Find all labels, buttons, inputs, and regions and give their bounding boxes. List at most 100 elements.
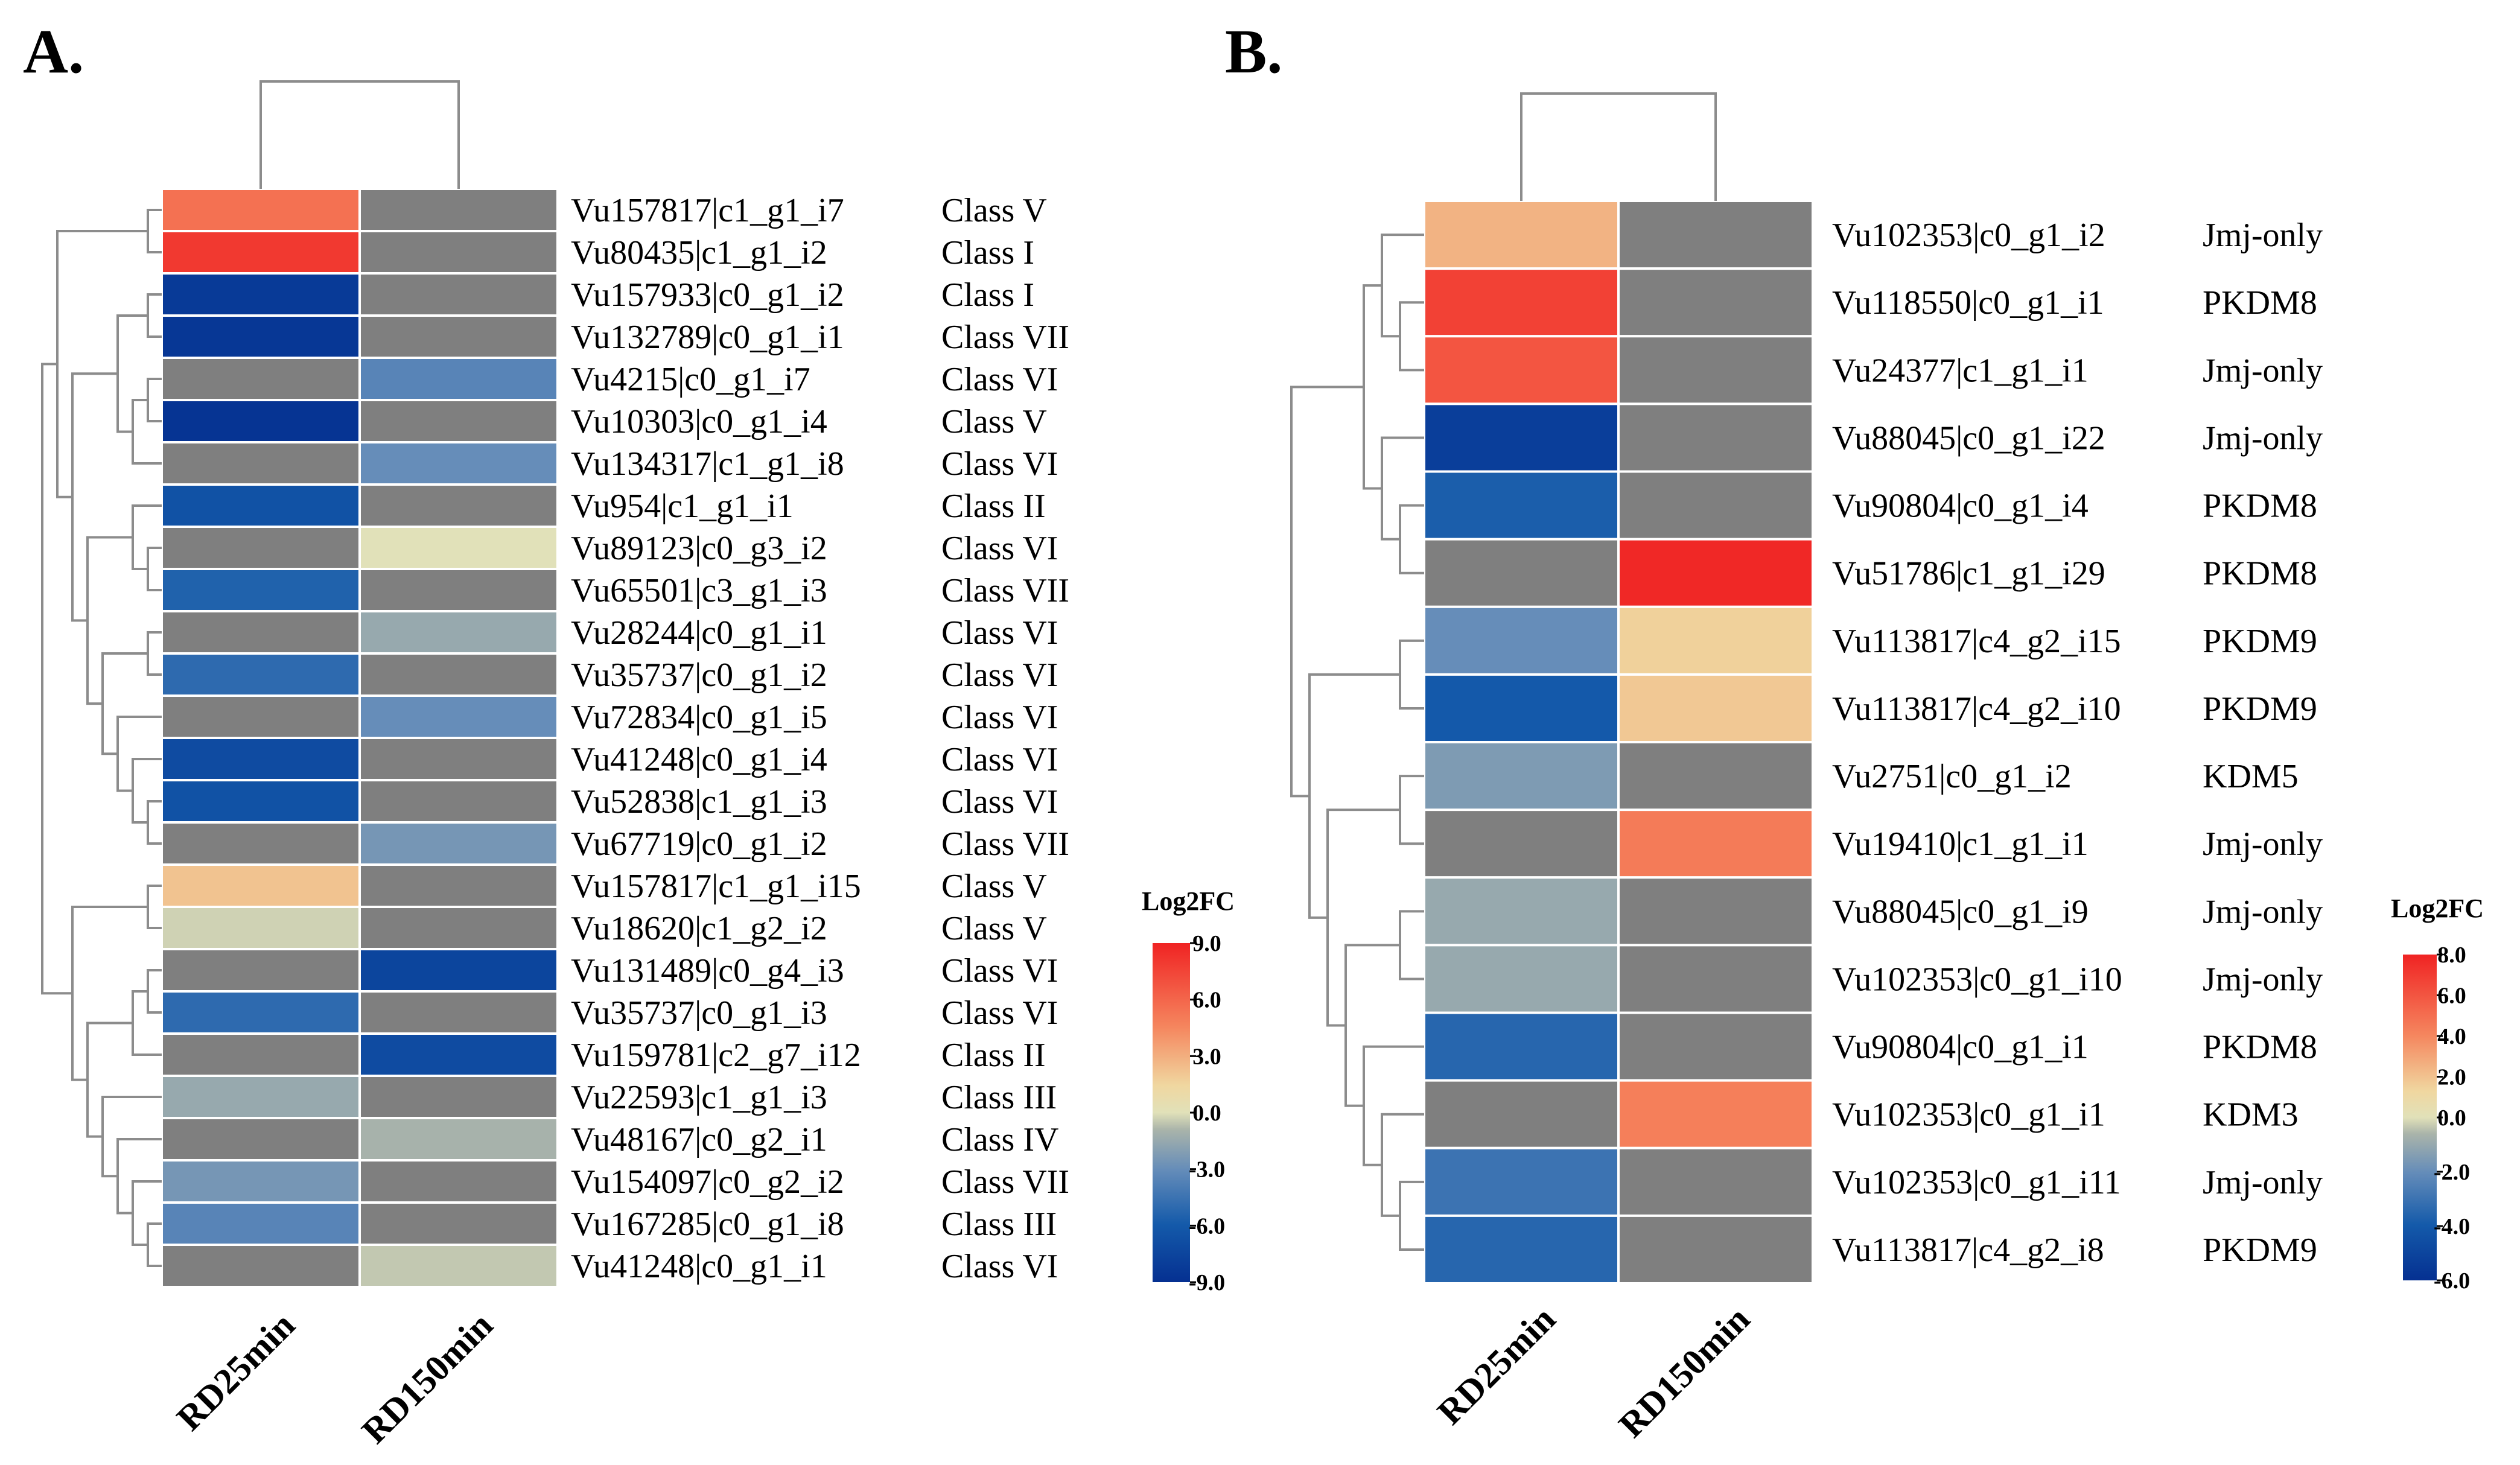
class-label: Jmj-only (2203, 1164, 2323, 1201)
gene-label: Vu167285|c0_g1_i8 (571, 1206, 844, 1243)
heatmap-cell (1617, 1146, 1814, 1217)
heatmap-cell (358, 1201, 559, 1246)
column-dendrogram (259, 80, 460, 189)
heatmap-cell (1617, 200, 1814, 270)
heatmap-cell (161, 188, 361, 232)
heatmap-cell (161, 1244, 361, 1288)
class-label: Class V (941, 192, 1047, 229)
heatmap-cell (358, 1159, 559, 1204)
heatmap-cell (161, 990, 361, 1035)
legend-title: Log2FC (2391, 894, 2484, 923)
gene-label: Vu88045|c0_g1_i22 (1832, 419, 2105, 457)
heatmap-cell (161, 441, 361, 486)
heatmap-cell (161, 483, 361, 528)
gene-label: Vu35737|c0_g1_i2 (571, 656, 827, 694)
legend-tick-b: -2.0 (2434, 1160, 2470, 1185)
gene-label: Vu65501|c3_g1_i3 (571, 572, 827, 609)
heatmap-cell (161, 1201, 361, 1246)
heatmap-cell (1423, 741, 1620, 812)
heatmap-cell (358, 737, 559, 781)
heatmap-cell (161, 399, 361, 443)
class-label: Class II (941, 1037, 1046, 1074)
class-label: Class I (941, 234, 1034, 272)
gene-label: Vu41248|c0_g1_i1 (571, 1248, 827, 1285)
heatmap-cell (358, 1032, 559, 1077)
heatmap-cell (1423, 605, 1620, 676)
heatmap-cell (1423, 809, 1620, 879)
class-label: Class VI (941, 445, 1058, 483)
heatmap-cell (161, 357, 361, 401)
gene-label: Vu113817|c4_g2_i15 (1832, 623, 2121, 660)
gene-label: Vu154097|c0_g2_i2 (571, 1163, 844, 1201)
heatmap-cell (1423, 944, 1620, 1014)
panel-b: B. Vu102353|c0_g1_i2 Jmj-only Vu118550|c0_… (1225, 17, 2484, 1445)
heatmap-cell (161, 1159, 361, 1204)
heatmap-cell (358, 272, 559, 317)
gene-label: Vu51786|c1_g1_i29 (1832, 555, 2105, 593)
heatmap-cell (358, 1117, 559, 1162)
heatmap-cell (161, 694, 361, 739)
class-label: Class VI (941, 1248, 1058, 1285)
panel-a: A. Vu157817|c1_g1_i7 Class V Vu80435|c1_g1… (23, 17, 1235, 1451)
panel-b-label: B. (1225, 17, 1282, 86)
gene-label: Vu22593|c1_g1_i3 (571, 1079, 827, 1116)
column-label-rd150min: RD150min (1611, 1299, 1757, 1445)
class-label: PKDM8 (2203, 488, 2317, 525)
class-label: Class III (941, 1079, 1057, 1116)
gene-label: Vu18620|c1_g2_i2 (571, 910, 827, 947)
heatmap-cell (1617, 402, 1814, 473)
legend-tick-a: -6.0 (1189, 1213, 1225, 1239)
gene-label: Vu72834|c0_g1_i5 (571, 699, 827, 736)
gene-label: Vu118550|c0_g1_i1 (1832, 284, 2104, 322)
heatmap-cell (1617, 470, 1814, 541)
legend-tick-a: 3.0 (1192, 1044, 1221, 1069)
heatmap-cell (1617, 741, 1814, 812)
class-label: Class VII (941, 825, 1069, 863)
gene-label: Vu90804|c0_g1_i1 (1832, 1029, 2089, 1066)
heatmap-cell (1423, 538, 1620, 608)
class-label: Class VI (941, 614, 1058, 652)
heatmap-cell (358, 441, 559, 486)
class-label: Jmj-only (2203, 893, 2323, 930)
class-label: Class VI (941, 952, 1058, 990)
gene-label: Vu10303|c0_g1_i4 (571, 403, 827, 440)
legend-tick-a: -3.0 (1189, 1157, 1225, 1183)
heatmap-cell (161, 906, 361, 950)
class-label: Class V (941, 910, 1047, 947)
gene-label: Vu157817|c1_g1_i7 (571, 192, 844, 229)
legend-tick-a: 0.0 (1192, 1101, 1221, 1126)
heatmap-cell (358, 357, 559, 401)
gene-label: Vu102353|c0_g1_i1 (1832, 1096, 2105, 1134)
heatmap-cell (1423, 1011, 1620, 1082)
gene-label: Vu67719|c0_g1_i2 (571, 825, 827, 863)
row-dendrogram (1290, 234, 1424, 1251)
class-label: KDM5 (2203, 758, 2299, 795)
heatmap-cell (161, 526, 361, 570)
class-label: Class V (941, 868, 1047, 905)
gene-label: Vu157817|c1_g1_i15 (571, 868, 861, 905)
legend-tick-b: -4.0 (2434, 1214, 2470, 1239)
class-label: PKDM8 (2203, 1029, 2317, 1066)
legend-tick-b: 2.0 (2437, 1065, 2466, 1090)
heatmap-cell (161, 652, 361, 697)
heatmap-cell (358, 948, 559, 993)
gene-label: Vu113817|c4_g2_i8 (1832, 1231, 2104, 1269)
heatmap-cell (1617, 267, 1814, 338)
legend-tick-b: -6.0 (2434, 1268, 2470, 1294)
heatmap-cell (358, 314, 559, 359)
gene-label: Vu90804|c0_g1_i4 (1832, 488, 2089, 525)
heatmap-cell (358, 652, 559, 697)
gene-label: Vu80435|c1_g1_i2 (571, 234, 827, 272)
gene-label: Vu954|c1_g1_i1 (571, 488, 794, 525)
heatmap-cell (358, 526, 559, 570)
heatmap-cell (161, 1075, 361, 1119)
heatmap-cell (1617, 673, 1814, 743)
legend-tick-a: 9.0 (1192, 931, 1221, 956)
heatmap-cell (1617, 944, 1814, 1014)
row-dendrogram (41, 209, 162, 1267)
heatmap-cell (358, 188, 559, 232)
class-label: KDM3 (2203, 1096, 2299, 1134)
panel-a-label: A. (23, 17, 84, 86)
legend-tick-a: -9.0 (1189, 1270, 1225, 1295)
